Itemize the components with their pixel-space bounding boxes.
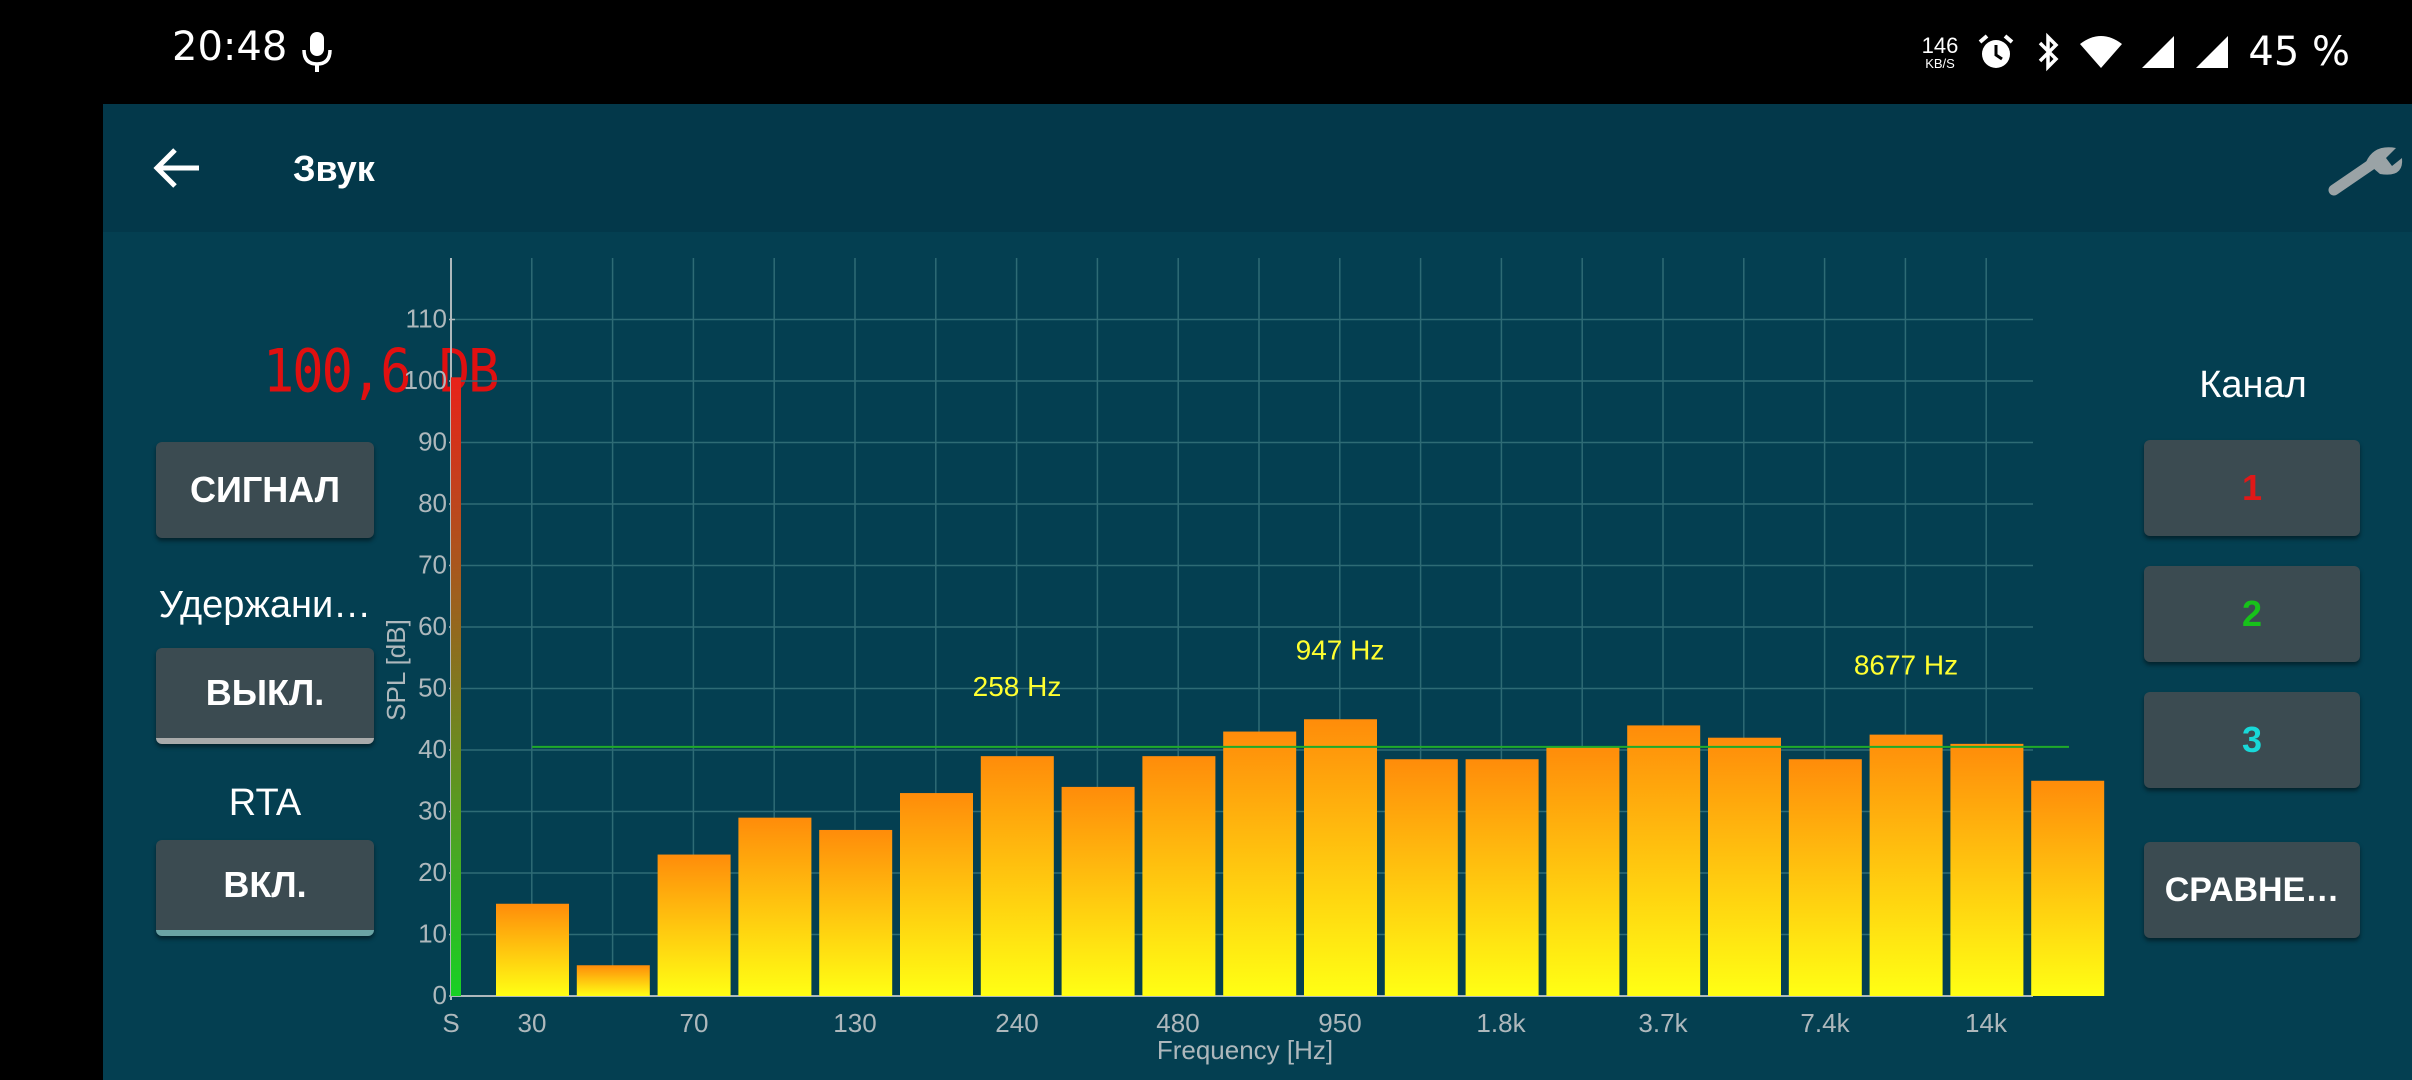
wifi-icon (2080, 34, 2123, 70)
rta-bar (1061, 786, 1135, 996)
x-tick-label: 30 (518, 1008, 547, 1038)
rta-bar (1304, 719, 1377, 996)
hold-label: Удержани… (158, 584, 372, 626)
bluetooth-icon (2034, 32, 2062, 72)
channel-1-label: 1 (2241, 467, 2263, 508)
y-tick-label: 10 (418, 919, 447, 949)
x-tick-label: 130 (833, 1008, 876, 1038)
app-window: Звук 100,6 DB СИГНАЛ Удержани… ВЫКЛ. RTA… (103, 104, 2412, 1080)
y-tick-label: 50 (418, 673, 447, 703)
rta-bar (1546, 746, 1620, 996)
level-meter-bar (451, 377, 461, 996)
net-speed-value: 146 (1921, 32, 1959, 58)
y-axis-title: SPL [dB] (381, 619, 411, 721)
rta-bar (1223, 731, 1297, 996)
net-speed: 146 KB/S (1921, 32, 1959, 71)
toolbar: Звук (103, 104, 2412, 232)
rta-bar (2031, 780, 2105, 996)
rta-bar (819, 829, 893, 996)
rta-bar (1384, 759, 1458, 996)
signal-button[interactable]: СИГНАЛ (156, 442, 374, 538)
compare-button[interactable]: СРАВНЕ… (2144, 842, 2360, 938)
rta-bar (738, 817, 812, 996)
rta-toggle-button[interactable]: ВКЛ. (156, 840, 374, 936)
alarm-icon (1976, 32, 2016, 72)
arrow-left-icon (153, 148, 199, 188)
rta-bar (576, 965, 650, 996)
peak-frequency-label: 947 Hz (1296, 634, 1385, 665)
net-speed-unit: KB/S (1925, 55, 1955, 71)
rta-bar (1869, 734, 1943, 996)
rta-label: RTA (228, 782, 302, 824)
x-tick-label: 70 (680, 1008, 709, 1038)
signal-icon (2140, 34, 2176, 70)
rta-bar (657, 854, 731, 996)
x-tick-label: 480 (1156, 1008, 1199, 1038)
page-title: Звук (293, 148, 375, 189)
y-tick-label: 20 (418, 857, 447, 887)
x-tick-label: 950 (1318, 1008, 1361, 1038)
peak-frequency-label: 8677 Hz (1854, 650, 1958, 681)
peak-frequency-label: 258 Hz (973, 671, 1062, 702)
channel-2-button[interactable]: 2 (2144, 566, 2360, 662)
x-tick-label: 240 (995, 1008, 1038, 1038)
rta-bar (1788, 759, 1862, 996)
y-tick-label: 40 (418, 734, 447, 764)
channel-label: Канал (2199, 364, 2307, 406)
x-tick-label: 7.4k (1800, 1008, 1850, 1038)
y-tick-label: 100 (404, 365, 447, 395)
y-tick-label: 30 (418, 796, 447, 826)
channel-2-label: 2 (2241, 593, 2263, 634)
channel-1-button[interactable]: 1 (2144, 440, 2360, 536)
status-icons: 146 KB/S 45 % (1922, 24, 2350, 80)
y-tick-label: 80 (418, 488, 447, 518)
chart-grid: 0 10 20 30 40 50 60 70 80 90 100 110 (404, 258, 2033, 1010)
y-tick-label: 90 (418, 427, 447, 457)
rta-bar (496, 903, 569, 996)
wrench-icon (2328, 147, 2403, 196)
rta-bar (1142, 756, 1216, 996)
x-tick-label: 1.8k (1476, 1008, 1526, 1038)
rta-bar (1950, 743, 2024, 996)
settings-button[interactable] (2326, 140, 2406, 200)
y-tick-label: 110 (406, 304, 447, 334)
signal-icon (2194, 34, 2230, 70)
chart-overlay: 258 Hz 947 Hz 8677 Hz S 30 70 130 240 480 950 1.8k… (442, 634, 2069, 1038)
x-axis-title: Frequency [Hz] (1157, 1035, 1333, 1065)
rta-bar (1627, 725, 1701, 996)
rta-bar (980, 756, 1054, 996)
clock: 20:48 (172, 24, 288, 70)
rta-bar (1465, 759, 1539, 996)
y-tick-label: 0 (433, 980, 447, 1010)
back-button[interactable] (151, 144, 203, 192)
rta-spectrum-chart: 0 10 20 30 40 50 60 70 80 90 100 110 258 Hz 947 Hz 86… (381, 258, 2105, 1065)
rta-bar (1708, 737, 1781, 996)
mic-icon (300, 30, 334, 74)
chart-bars (451, 377, 2105, 996)
x-tick-label: 3.7k (1638, 1008, 1688, 1038)
hold-toggle-button[interactable]: ВЫКЛ. (156, 648, 374, 744)
rta-bar (900, 793, 973, 996)
x-tick-label: 14k (1965, 1008, 2008, 1038)
status-bar: 20:48 146 KB/S 45 % (0, 0, 2412, 104)
battery-level: 45 % (2248, 29, 2350, 75)
y-tick-label: 70 (418, 550, 447, 580)
channel-3-button[interactable]: 3 (2144, 692, 2360, 788)
channel-3-label: 3 (2241, 719, 2263, 760)
x-tick-label: S (442, 1008, 459, 1038)
y-tick-label: 60 (418, 611, 447, 641)
